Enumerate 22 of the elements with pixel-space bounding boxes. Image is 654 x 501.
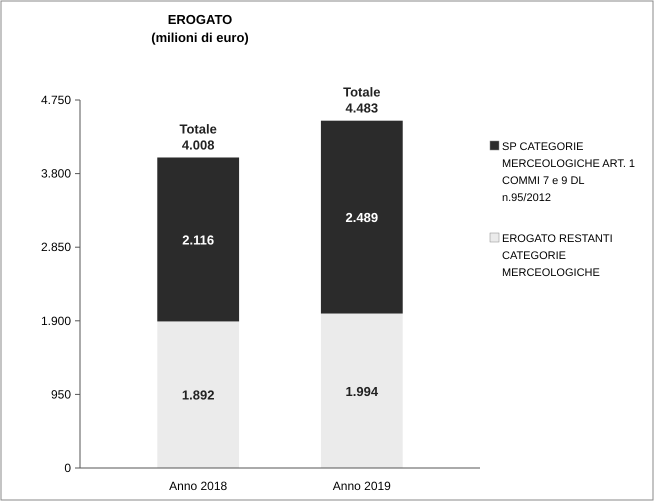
- y-tick-label: 4.750: [40, 93, 72, 107]
- bar: [320, 314, 403, 468]
- y-tick-label: 1.900: [40, 314, 72, 328]
- total-label: Totale 4.008: [180, 121, 217, 152]
- data-label: 1.994: [346, 384, 379, 399]
- bar: [320, 120, 403, 314]
- legend-label: EROGATO RESTANTI CATEGORIE MERCEOLOGICHE: [502, 233, 613, 279]
- chart-title: EROGATO: [168, 12, 232, 27]
- bar: [157, 321, 240, 468]
- bar: [157, 157, 240, 322]
- y-tick-label: 3.800: [40, 166, 72, 181]
- y-tick-label: 950: [50, 387, 72, 402]
- legend-label: SP CATEGORIE MERCEOLOGICHE ART. 1 COMMI 7 e 9 DL n.95/2012: [502, 141, 636, 204]
- y-tick-label: 2.850: [40, 240, 72, 254]
- data-label: 2.116: [182, 232, 214, 248]
- total-label: Totale 4.483: [343, 84, 380, 116]
- x-tick-label: Anno 2018: [169, 479, 228, 493]
- data-label: 2.489: [346, 210, 378, 226]
- chart-subtitle: (milioni di euro): [151, 30, 249, 45]
- x-tick-label: Anno 2019: [332, 479, 392, 493]
- data-label: 1.892: [182, 388, 214, 403]
- y-tick-label: 0: [64, 461, 72, 475]
